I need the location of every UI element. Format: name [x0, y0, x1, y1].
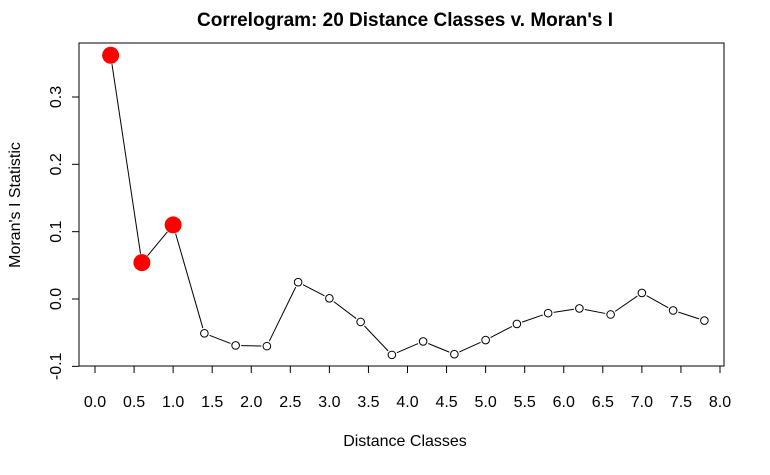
data-point [512, 319, 522, 329]
series-segment [490, 325, 513, 338]
data-point [668, 306, 678, 315]
significant-point [133, 254, 151, 272]
series-segment [333, 301, 357, 319]
x-tick-label: 2.5 [279, 394, 301, 411]
data-point [231, 341, 240, 350]
series-segment [175, 233, 204, 329]
data-point [543, 308, 553, 318]
x-tick-label: 5.0 [475, 394, 497, 411]
y-axis-label: Moran's I Statistic [7, 142, 24, 268]
data-point [325, 294, 334, 303]
series-segment [459, 341, 481, 353]
x-tick-label: 5.5 [514, 394, 536, 411]
series-segment [364, 325, 389, 352]
significant-point [102, 46, 120, 64]
x-tick-label: 2.0 [240, 394, 262, 411]
y-tick-label: 0.3 [48, 86, 65, 108]
series-segment [521, 314, 544, 323]
x-tick-label: 3.0 [318, 394, 340, 411]
x-tick-label: 1.0 [162, 394, 184, 411]
x-axis-label: Distance Classes [343, 433, 467, 450]
chart-title: Correlogram: 20 Distance Classes v. Mora… [197, 10, 613, 31]
data-point [293, 277, 303, 287]
data-point [481, 335, 490, 345]
data-point [450, 349, 459, 359]
y-tick-label: -0.1 [48, 352, 65, 380]
x-tick-label: 7.0 [631, 394, 653, 411]
x-tick-label: 8.0 [709, 394, 731, 411]
x-tick-label: 4.5 [435, 394, 457, 411]
significant-point [164, 216, 182, 234]
series-segment [111, 64, 142, 254]
series-segment [584, 308, 606, 314]
y-tick-label: 0.2 [48, 153, 65, 175]
data-point [575, 304, 584, 313]
y-axis: -0.1 0.0 0.1 0.2 0.3 [48, 86, 79, 380]
series-segment [678, 311, 700, 320]
data-point [387, 350, 397, 360]
series-segment [268, 286, 297, 342]
x-tick-label: 0.0 [84, 394, 106, 411]
x-axis: 0.0 0.5 1.0 1.5 2.0 2.5 3.0 3.5 4.0 4.5 5.0 5.5 6.0 6… [84, 366, 731, 411]
x-tick-label: 0.5 [123, 394, 145, 411]
data-point [262, 341, 272, 351]
x-tick-label: 1.5 [201, 394, 223, 411]
series-segment [302, 284, 325, 297]
data-point [606, 310, 615, 319]
x-tick-label: 6.0 [553, 394, 575, 411]
data-point [200, 329, 209, 338]
series-segment [614, 295, 638, 312]
series-segment [553, 308, 575, 313]
series-points [102, 46, 709, 360]
plot-frame [78, 42, 725, 367]
x-tick-label: 6.5 [592, 394, 614, 411]
series-segment [209, 334, 231, 344]
y-tick-label: 0.1 [48, 220, 65, 242]
data-point [700, 316, 709, 325]
data-point [418, 337, 428, 346]
x-tick-label: 3.5 [357, 394, 379, 411]
y-tick-label: 0.0 [48, 288, 65, 310]
series-line [111, 64, 700, 354]
x-tick-label: 4.0 [396, 394, 418, 411]
series-segment [147, 231, 168, 257]
data-point [637, 288, 647, 298]
series-segment [646, 295, 669, 309]
x-tick-label: 7.5 [670, 394, 692, 411]
series-segment [396, 343, 419, 354]
series-segment [428, 343, 450, 353]
data-point [356, 317, 365, 327]
